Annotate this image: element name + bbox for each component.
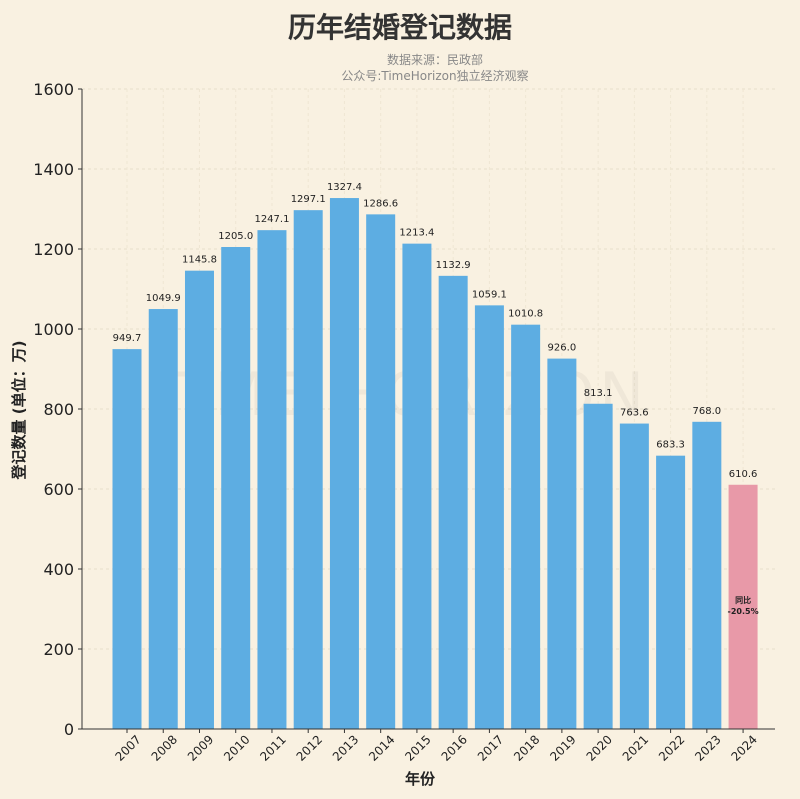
y-tick-label: 0: [64, 720, 74, 739]
bar: [402, 243, 432, 729]
bar: [511, 324, 541, 729]
bar: [184, 270, 214, 729]
x-tick-label: 2019: [547, 732, 578, 763]
y-tick-label: 800: [43, 400, 74, 419]
x-tick-label: 2013: [330, 732, 361, 763]
bar: [583, 403, 613, 729]
chart-subtitle-source: 数据来源：民政部: [386, 53, 483, 67]
data-label: 1286.6: [363, 198, 398, 209]
bar: [293, 210, 323, 729]
y-tick-label: 1400: [33, 160, 74, 179]
y-tick-label: 1200: [33, 240, 74, 259]
data-label: 813.1: [584, 388, 613, 399]
y-tick-label: 600: [43, 480, 74, 499]
x-tick-label: 2024: [729, 732, 760, 763]
x-tick-label: 2018: [511, 732, 542, 763]
bar: [619, 423, 649, 729]
data-label: 949.7: [113, 333, 142, 344]
x-tick-label: 2017: [475, 732, 506, 763]
annotation-label: 同比: [735, 595, 751, 605]
data-label: 768.0: [693, 406, 722, 417]
x-tick-label: 2020: [584, 732, 615, 763]
data-label: 763.6: [620, 408, 649, 419]
data-label: 1145.8: [182, 255, 217, 266]
data-label: 1247.1: [254, 214, 289, 225]
x-tick-label: 2010: [221, 732, 252, 763]
bar: [148, 309, 178, 729]
x-tick-label: 2011: [257, 732, 288, 763]
x-tick-label: 2022: [656, 732, 687, 763]
y-tick-label: 1000: [33, 320, 74, 339]
y-tick-label: 400: [43, 560, 74, 579]
bar: [329, 198, 359, 730]
data-label: 1059.1: [472, 289, 507, 300]
bar: [257, 230, 287, 729]
data-label: 1205.0: [218, 231, 253, 242]
x-axis-label: 年份: [405, 770, 436, 788]
x-tick-label: 2023: [692, 732, 723, 763]
data-label: 926.0: [548, 343, 577, 354]
bar: [366, 214, 396, 730]
bar: [547, 358, 577, 729]
x-tick-label: 2021: [620, 732, 651, 763]
bar: [474, 305, 504, 729]
x-tick-label: 2008: [149, 732, 180, 763]
data-label: 1010.8: [508, 309, 543, 320]
data-label: 683.3: [656, 440, 685, 451]
chart-title: 历年结婚登记数据: [287, 11, 512, 44]
bar: [728, 484, 758, 729]
bar: [221, 247, 251, 729]
data-label: 1327.4: [327, 182, 362, 193]
y-tick-label: 200: [43, 640, 74, 659]
data-label: 1049.9: [146, 293, 181, 304]
y-axis-label: 登记数量 (单位：万): [10, 341, 28, 481]
bar: [438, 275, 468, 729]
data-label: 1132.9: [436, 260, 471, 271]
x-tick-label: 2012: [294, 732, 325, 763]
bar: [112, 349, 142, 729]
bar: [692, 421, 722, 729]
bar: [656, 455, 686, 729]
x-tick-label: 2009: [185, 732, 216, 763]
x-tick-label: 2014: [366, 732, 397, 763]
chart-subtitle-account: 公众号:TimeHorizon独立经济观察: [341, 69, 529, 83]
annotation-value: -20.5%: [728, 607, 759, 616]
data-label: 1213.4: [399, 228, 434, 239]
x-tick-label: 2007: [112, 732, 143, 763]
data-label: 610.6: [729, 469, 758, 480]
x-tick-label: 2015: [402, 732, 433, 763]
x-tick-label: 2016: [439, 732, 470, 763]
data-label: 1297.1: [291, 194, 326, 205]
y-tick-label: 1600: [33, 80, 74, 99]
